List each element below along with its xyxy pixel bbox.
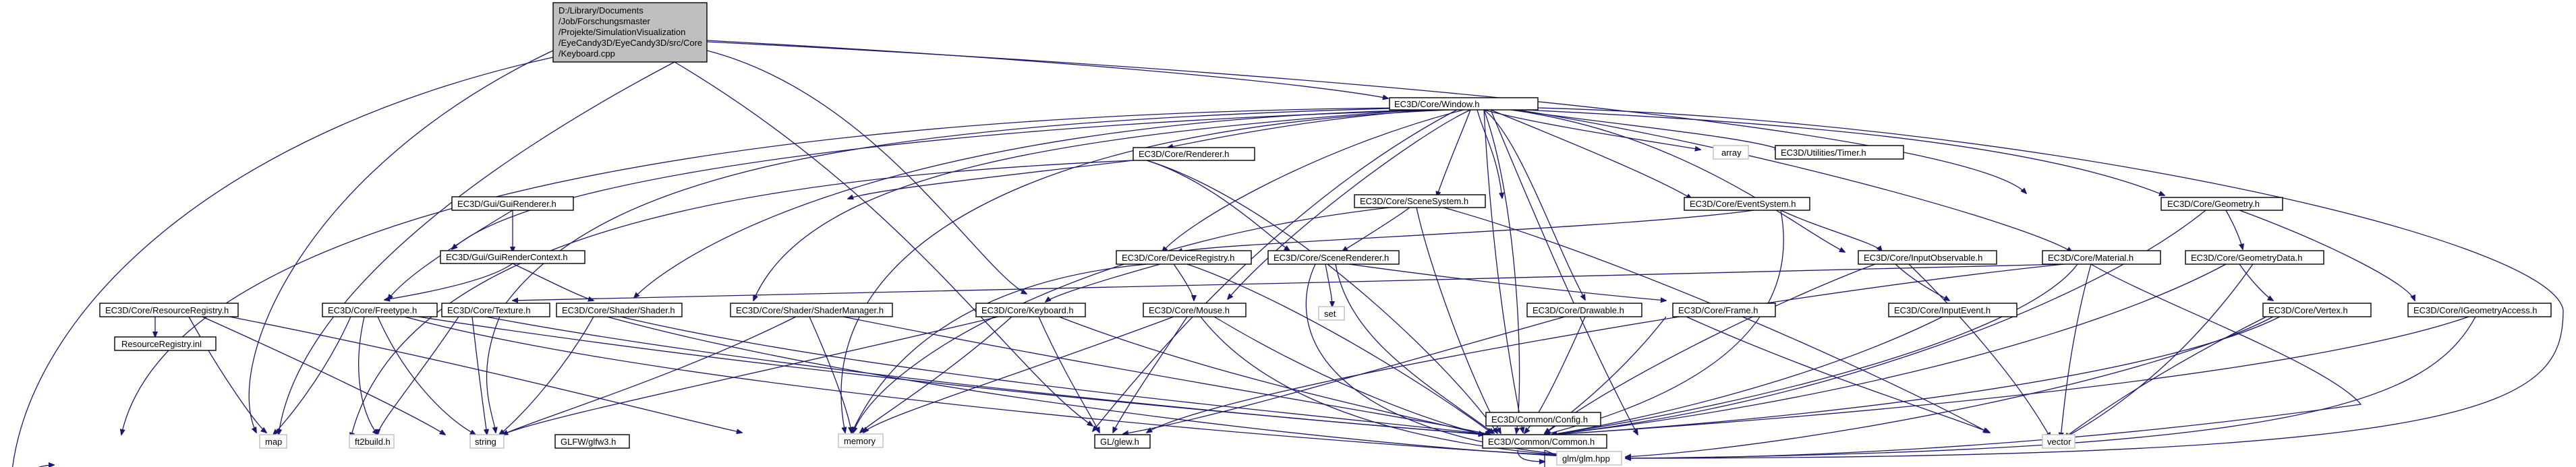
svg-text:glm/glm.hpp: glm/glm.hpp	[1562, 454, 1610, 464]
dependency-edges	[12, 40, 2564, 467]
svg-text:array: array	[1721, 148, 1742, 158]
node-gui-render-context[interactable]: EC3D/Gui/GuiRenderContext.h	[440, 250, 585, 264]
node-vector[interactable]: vector	[2042, 434, 2076, 449]
svg-text:EC3D/Core/Vertex.h: EC3D/Core/Vertex.h	[2268, 305, 2348, 315]
svg-text:EC3D/Core/DeviceRegistry.h: EC3D/Core/DeviceRegistry.h	[1122, 253, 1234, 263]
svg-text:EC3D/Core/SceneRenderer.h: EC3D/Core/SceneRenderer.h	[1273, 253, 1389, 263]
svg-text:ResourceRegistry.inl: ResourceRegistry.inl	[121, 339, 202, 349]
svg-text:EC3D/Core/Material.h: EC3D/Core/Material.h	[2048, 253, 2134, 263]
svg-text:EC3D/Core/Drawable.h: EC3D/Core/Drawable.h	[1533, 305, 1624, 315]
node-glew[interactable]: GL/glew.h	[1094, 434, 1151, 449]
node-timer[interactable]: EC3D/Utilities/Timer.h	[1775, 145, 1904, 160]
node-keyboard[interactable]: EC3D/Core/Keyboard.h	[975, 303, 1086, 317]
node-geometry[interactable]: EC3D/Core/Geometry.h	[2160, 197, 2283, 211]
svg-text:EC3D/Utilities/Timer.h: EC3D/Utilities/Timer.h	[1781, 148, 1866, 158]
node-set[interactable]: set	[1318, 306, 1345, 321]
node-scene-system[interactable]: EC3D/Core/SceneSystem.h	[1354, 194, 1486, 208]
svg-text:EC3D/Core/Keyboard.h: EC3D/Core/Keyboard.h	[981, 305, 1074, 315]
svg-text:EC3D/Core/Geometry.h: EC3D/Core/Geometry.h	[2167, 199, 2260, 209]
node-shader[interactable]: EC3D/Core/Shader/Shader.h	[556, 303, 683, 317]
node-scene-renderer[interactable]: EC3D/Core/SceneRenderer.h	[1267, 250, 1400, 265]
node-input-observable[interactable]: EC3D/Core/InputObservable.h	[1858, 250, 1997, 265]
svg-text:EC3D/Gui/GuiRenderer.h: EC3D/Gui/GuiRenderer.h	[457, 199, 556, 209]
dependency-nodes: D:/Library/Documents /Job/Forschungsmast…	[99, 2, 2552, 466]
svg-text:string: string	[475, 437, 496, 447]
svg-text:EC3D/Core/SceneSystem.h: EC3D/Core/SceneSystem.h	[1360, 196, 1468, 206]
svg-text:EC3D/Core/Window.h: EC3D/Core/Window.h	[1394, 99, 1479, 109]
svg-text:EC3D/Core/Shader/ShaderManager: EC3D/Core/Shader/ShaderManager.h	[736, 305, 884, 315]
svg-text:GLFW/glfw3.h: GLFW/glfw3.h	[561, 437, 616, 447]
node-device-registry[interactable]: EC3D/Core/DeviceRegistry.h	[1116, 250, 1252, 265]
node-shader-manager[interactable]: EC3D/Core/Shader/ShaderManager.h	[730, 303, 893, 317]
node-vertex[interactable]: EC3D/Core/Vertex.h	[2262, 303, 2372, 317]
node-input-event[interactable]: EC3D/Core/InputEvent.h	[1888, 303, 2017, 317]
node-array[interactable]: array	[1713, 145, 1749, 160]
svg-text:EC3D/Core/InputObservable.h: EC3D/Core/InputObservable.h	[1864, 253, 1982, 263]
svg-text:EC3D/Core/ResourceRegistry.h: EC3D/Core/ResourceRegistry.h	[105, 305, 229, 315]
node-freetype[interactable]: EC3D/Core/Freetype.h	[322, 303, 438, 317]
svg-text:memory: memory	[844, 436, 876, 446]
svg-text:EC3D/Core/EventSystem.h: EC3D/Core/EventSystem.h	[1690, 199, 1796, 209]
svg-text:EC3D/Core/Freetype.h: EC3D/Core/Freetype.h	[328, 305, 417, 315]
svg-text:EC3D/Core/Shader/Shader.h: EC3D/Core/Shader/Shader.h	[562, 305, 675, 315]
svg-text:set: set	[1324, 309, 1336, 319]
node-material[interactable]: EC3D/Core/Material.h	[2042, 250, 2161, 265]
svg-text:ft2build.h: ft2build.h	[355, 437, 391, 447]
node-map[interactable]: map	[259, 434, 287, 449]
node-mouse[interactable]: EC3D/Core/Mouse.h	[1143, 303, 1247, 317]
node-renderer[interactable]: EC3D/Core/Renderer.h	[1133, 147, 1255, 161]
node-texture[interactable]: EC3D/Core/Texture.h	[441, 303, 550, 317]
node-string[interactable]: string	[469, 434, 505, 449]
node-glfw[interactable]: GLFW/glfw3.h	[554, 434, 630, 449]
node-drawable[interactable]: EC3D/Core/Drawable.h	[1526, 303, 1642, 317]
node-resource-registry-inl[interactable]: ResourceRegistry.inl	[114, 336, 217, 351]
svg-text:EC3D/Core/IGeometryAccess.h: EC3D/Core/IGeometryAccess.h	[2413, 305, 2538, 315]
node-resource-registry[interactable]: EC3D/Core/ResourceRegistry.h	[99, 303, 239, 317]
node-geometry-data[interactable]: EC3D/Core/GeometryData.h	[2185, 250, 2324, 265]
node-gui-renderer[interactable]: EC3D/Gui/GuiRenderer.h	[451, 196, 574, 211]
svg-text:EC3D/Core/InputEvent.h: EC3D/Core/InputEvent.h	[1894, 305, 1991, 315]
svg-text:EC3D/Gui/GuiRenderContext.h: EC3D/Gui/GuiRenderContext.h	[446, 252, 568, 262]
node-window[interactable]: EC3D/Core/Window.h	[1389, 97, 1539, 111]
node-frame[interactable]: EC3D/Core/Frame.h	[1672, 303, 1776, 317]
svg-text:EC3D/Common/Common.h: EC3D/Common/Common.h	[1488, 437, 1595, 447]
svg-text:EC3D/Core/Texture.h: EC3D/Core/Texture.h	[447, 305, 531, 315]
node-glm[interactable]: glm/glm.hpp	[1556, 451, 1622, 466]
svg-text:EC3D/Common/Config.h: EC3D/Common/Config.h	[1491, 414, 1588, 425]
root-line-5: /Keyboard.cpp	[559, 49, 615, 59]
node-memory[interactable]: memory	[838, 433, 884, 448]
node-event-system[interactable]: EC3D/Core/EventSystem.h	[1684, 197, 1810, 211]
svg-text:EC3D/Core/Renderer.h: EC3D/Core/Renderer.h	[1139, 149, 1229, 159]
svg-text:vector: vector	[2047, 437, 2071, 447]
node-igeometry-access[interactable]: EC3D/Core/IGeometryAccess.h	[2407, 303, 2552, 317]
root-line-3: /Projekte/SimulationVisualization	[559, 27, 685, 37]
node-ft2build[interactable]: ft2build.h	[349, 434, 395, 449]
root-line-2: /Job/Forschungsmaster	[559, 16, 651, 26]
svg-text:GL/glew.h: GL/glew.h	[1100, 437, 1139, 447]
root-line-1: D:/Library/Documents	[559, 5, 643, 15]
root-line-4: /EyeCandy3D/EyeCandy3D/src/Core	[559, 38, 702, 48]
svg-text:map: map	[265, 437, 282, 447]
root-node: D:/Library/Documents /Job/Forschungsmast…	[552, 2, 708, 63]
svg-text:EC3D/Core/GeometryData.h: EC3D/Core/GeometryData.h	[2191, 253, 2302, 263]
svg-text:EC3D/Core/Mouse.h: EC3D/Core/Mouse.h	[1149, 305, 1230, 315]
svg-text:EC3D/Core/Frame.h: EC3D/Core/Frame.h	[1678, 305, 1758, 315]
node-common[interactable]: EC3D/Common/Common.h	[1482, 434, 1607, 449]
node-config[interactable]: EC3D/Common/Config.h	[1485, 412, 1601, 427]
